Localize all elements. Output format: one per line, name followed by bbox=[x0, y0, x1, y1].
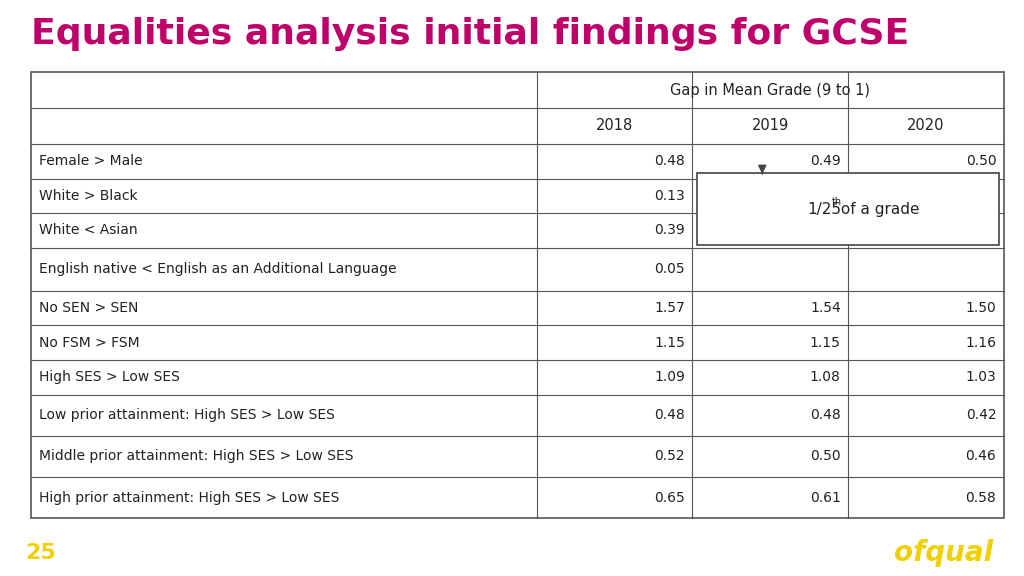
Text: th: th bbox=[831, 197, 842, 207]
Text: 0.48: 0.48 bbox=[810, 408, 841, 422]
Text: 0.42: 0.42 bbox=[966, 408, 996, 422]
Text: 2019: 2019 bbox=[752, 119, 788, 134]
Text: Equalities analysis initial findings for GCSE: Equalities analysis initial findings for… bbox=[31, 17, 909, 51]
Text: of a grade: of a grade bbox=[836, 202, 920, 217]
Text: 1/25: 1/25 bbox=[807, 202, 842, 217]
Text: 2020: 2020 bbox=[907, 119, 944, 134]
Text: 0.50: 0.50 bbox=[966, 154, 996, 168]
Text: White < Asian: White < Asian bbox=[39, 223, 137, 237]
Text: Low prior attainment: High SES > Low SES: Low prior attainment: High SES > Low SES bbox=[39, 408, 335, 422]
Text: 0.46: 0.46 bbox=[966, 449, 996, 464]
Text: ofqual: ofqual bbox=[894, 539, 993, 567]
Text: 0.13: 0.13 bbox=[654, 189, 685, 203]
Text: 0.19: 0.19 bbox=[966, 189, 996, 203]
Text: 0.15: 0.15 bbox=[810, 189, 841, 203]
Text: 0.40: 0.40 bbox=[966, 223, 996, 237]
Text: 0.05: 0.05 bbox=[654, 262, 685, 276]
Text: 1.50: 1.50 bbox=[966, 301, 996, 315]
Text: English native < English as an Additional Language: English native < English as an Additiona… bbox=[39, 262, 396, 276]
Text: 1.08: 1.08 bbox=[810, 370, 841, 384]
Text: 1.54: 1.54 bbox=[810, 301, 841, 315]
Text: 0.49: 0.49 bbox=[810, 154, 841, 168]
Text: 0.48: 0.48 bbox=[654, 408, 685, 422]
Text: 0.50: 0.50 bbox=[810, 449, 841, 464]
Text: 1.16: 1.16 bbox=[966, 336, 996, 350]
Text: 1.15: 1.15 bbox=[654, 336, 685, 350]
Text: Middle prior attainment: High SES > Low SES: Middle prior attainment: High SES > Low … bbox=[39, 449, 353, 464]
Text: White > Black: White > Black bbox=[39, 189, 137, 203]
Text: 0.52: 0.52 bbox=[654, 449, 685, 464]
Text: 0.65: 0.65 bbox=[654, 491, 685, 505]
Text: 0.58: 0.58 bbox=[966, 491, 996, 505]
Text: 0.48: 0.48 bbox=[654, 154, 685, 168]
Text: High prior attainment: High SES > Low SES: High prior attainment: High SES > Low SE… bbox=[39, 491, 339, 505]
Text: 1.03: 1.03 bbox=[966, 370, 996, 384]
Text: 0.46: 0.46 bbox=[810, 223, 841, 237]
Text: 25: 25 bbox=[26, 543, 56, 563]
Text: 0.39: 0.39 bbox=[654, 223, 685, 237]
Text: 1.57: 1.57 bbox=[654, 301, 685, 315]
Text: High SES > Low SES: High SES > Low SES bbox=[39, 370, 180, 384]
Text: Female > Male: Female > Male bbox=[39, 154, 142, 168]
Text: 0.61: 0.61 bbox=[810, 491, 841, 505]
Text: No FSM > FSM: No FSM > FSM bbox=[39, 336, 139, 350]
Text: 1.09: 1.09 bbox=[654, 370, 685, 384]
Text: Gap in Mean Grade (9 to 1): Gap in Mean Grade (9 to 1) bbox=[670, 82, 870, 97]
Text: No SEN > SEN: No SEN > SEN bbox=[39, 301, 138, 315]
Text: 2018: 2018 bbox=[596, 119, 633, 134]
Text: 1.15: 1.15 bbox=[810, 336, 841, 350]
